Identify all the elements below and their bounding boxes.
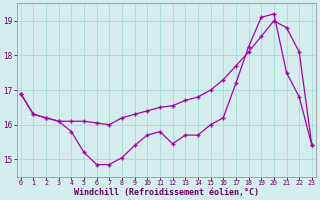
X-axis label: Windchill (Refroidissement éolien,°C): Windchill (Refroidissement éolien,°C) [74, 188, 259, 197]
